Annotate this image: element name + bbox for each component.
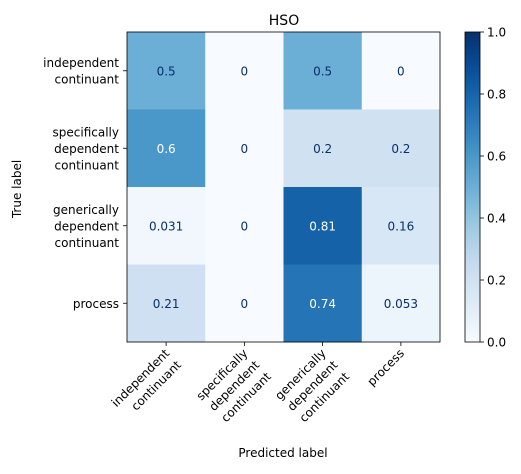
colorbar-bar [464,31,481,343]
cell-value-label-r0-c2: 0.5 [313,64,332,78]
heatmap-cell-r2-c1 [205,187,284,265]
y-tick-label-2: generically dependent continuant [53,203,119,250]
x-axis-label: Predicted label [238,446,327,460]
cell-value-label-r2-c1: 0 [241,219,249,233]
heatmap-cell-r0-c0 [127,32,206,110]
cell-value-label-r0-c0: 0.5 [157,64,176,78]
y-axis-label: True label [10,160,24,219]
cell-value-label-r3-c1: 0 [241,297,249,311]
heatmap-cell-r0-c3 [361,32,441,110]
y-tick-label-line: generically [53,203,119,217]
x-tick-label-1: specificallydependentcontinuant [194,346,274,426]
heatmap-cell-r3-c3 [361,264,441,343]
colorbar-tick-label-0: 0.0 [487,336,506,350]
heatmap-cell-r0-c2 [283,32,363,110]
x-tick-label-2: genericallydependentcontinuant [272,346,352,426]
cell-value-label-r1-c2: 0.2 [313,142,332,156]
heatmap-cells: 0.5 0 0.5 0 0.6 0 0.2 0.2 0.031 0 0.81 0.16 0.21 0 0.7… [127,32,441,343]
heatmap-cell-r3-c1 [205,264,284,343]
cell-value-label-r1-c3: 0.2 [391,142,410,156]
heatmap-cell-r0-c1 [205,32,284,110]
x-tick-label-0: independentcontinuant [109,346,184,421]
cell-value-label-r2-c2: 0.81 [309,219,336,233]
colorbar-tick-label-3: 0.6 [487,150,506,164]
y-tick-label-3: process [73,297,119,311]
y-tick-label-line: dependent [54,219,119,233]
y-tick-label-0: independent continuant [43,56,119,87]
cell-value-label-r3-c3: 0.053 [384,297,418,311]
cell-value-label-r3-c2: 0.74 [309,297,336,311]
y-tick-label-line: dependent [54,142,119,156]
heatmap-cell-r1-c0 [127,109,206,188]
x-tick-label-line: process [364,346,407,389]
heatmap-cell-r2-c2 [283,187,363,265]
heatmap-cell-r3-c0 [127,264,206,343]
heatmap-cell-r3-c2 [283,264,363,343]
heatmap-cell-r1-c1 [205,109,284,188]
colorbar-tick-label-1: 0.2 [487,274,506,288]
cell-value-label-r1-c1: 0 [241,142,249,156]
heatmap-cell-r1-c3 [361,109,441,188]
colorbar-tick-label-5: 1.0 [487,26,506,40]
x-tick-label-3: process [364,346,407,389]
heatmap-cell-r2-c0 [127,187,206,265]
heatmap-cell-r1-c2 [283,109,363,188]
y-tick-label-line: continuant [55,73,120,87]
y-tick-label-line: continuant [55,158,120,172]
y-tick-label-line: process [73,297,119,311]
colorbar-tick-label-2: 0.4 [487,212,506,226]
cell-value-label-r1-c0: 0.6 [157,142,176,156]
y-tick-label-line: independent [43,56,119,70]
colorbar-tick-label-4: 0.8 [487,88,506,102]
cell-value-label-r2-c0: 0.031 [149,219,183,233]
colorbar: 0.0 0.2 0.4 0.6 0.8 1.0 [464,26,506,350]
cell-value-label-r3-c0: 0.21 [153,297,180,311]
y-tick-label-line: continuant [55,236,120,250]
heatmap-cell-r2-c3 [361,187,441,265]
cell-value-label-r2-c3: 0.16 [388,219,415,233]
chart-title: HSO [269,13,299,29]
cell-value-label-r0-c1: 0 [241,64,249,78]
y-tick-label-1: specifically dependent continuant [53,125,120,172]
y-tick-label-line: specifically [53,125,119,139]
plot-frame [126,31,441,343]
cell-value-label-r0-c3: 0 [397,64,405,78]
